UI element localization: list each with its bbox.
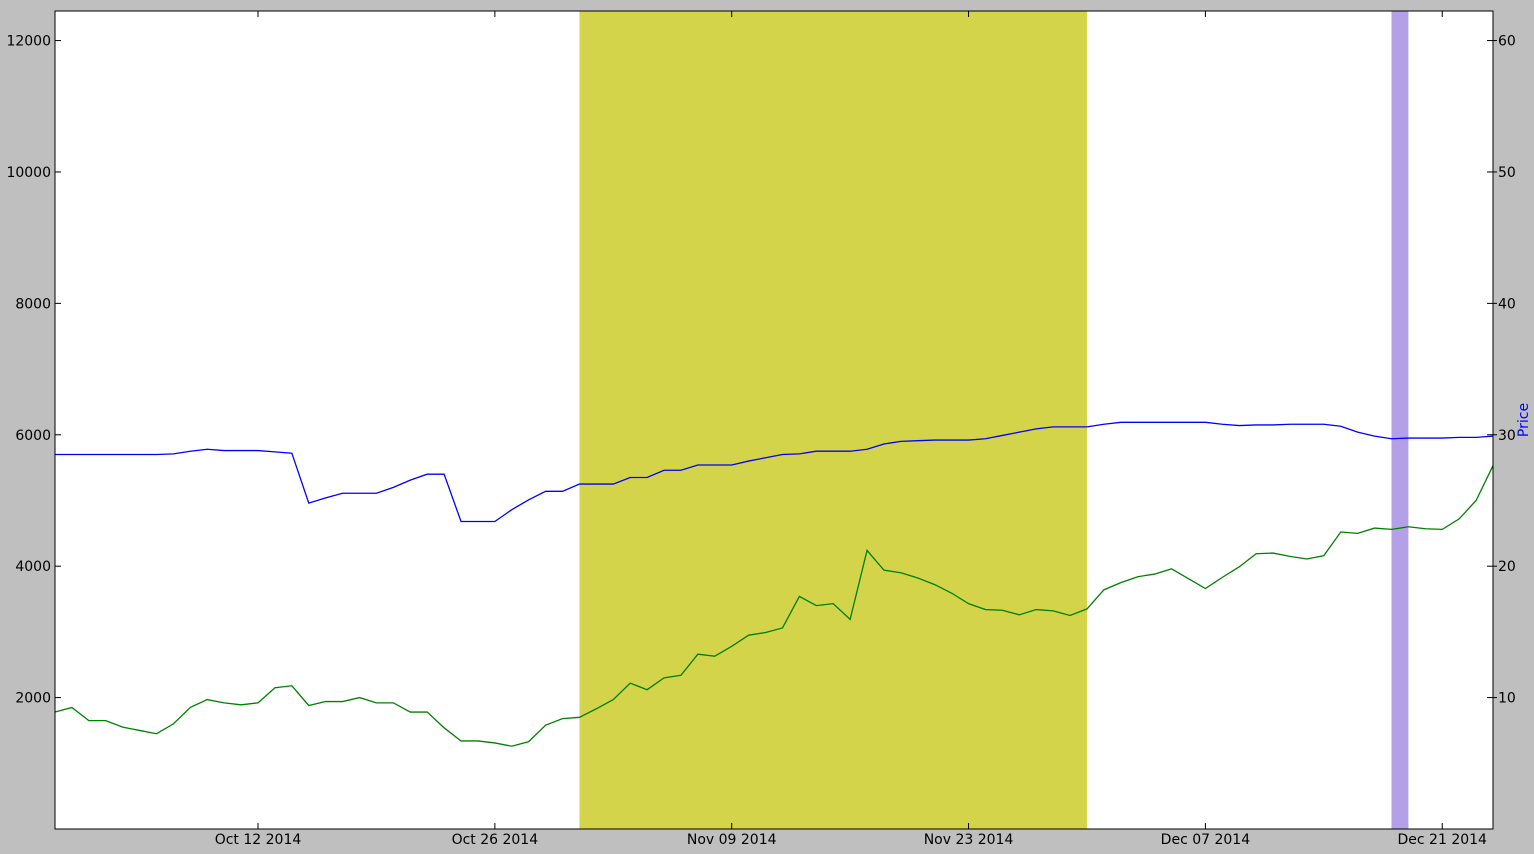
x-tick-label: Dec 07 2014 bbox=[1161, 832, 1251, 848]
right-tick-label: 30 bbox=[1498, 428, 1516, 444]
shaded-region-0 bbox=[579, 11, 1087, 829]
right-tick-label: 10 bbox=[1498, 691, 1516, 707]
left-axis: 2000 4000 6000 8000 10000 12000 bbox=[6, 34, 1493, 707]
series-line-1 bbox=[54, 465, 1494, 747]
plot-frame bbox=[54, 10, 1494, 830]
right-tick-label: 60 bbox=[1498, 34, 1516, 50]
x-tick-label: Oct 26 2014 bbox=[452, 832, 539, 848]
x-tick-label: Dec 21 2014 bbox=[1398, 832, 1488, 848]
left-tick-label: 6000 bbox=[15, 428, 51, 444]
x-axis: Oct 12 2014 Oct 26 2014 Nov 09 2014 Nov 23 … bbox=[215, 11, 1487, 848]
left-tick-label: 8000 bbox=[15, 296, 51, 312]
left-tick-label: 10000 bbox=[6, 165, 51, 181]
series-line-0 bbox=[55, 421, 1494, 523]
left-tick-label: 2000 bbox=[15, 691, 51, 707]
right-axis-label: Price bbox=[1516, 403, 1532, 437]
x-tick-label: Nov 09 2014 bbox=[687, 832, 777, 848]
x-tick-label: Oct 12 2014 bbox=[215, 832, 302, 848]
shaded-regions bbox=[579, 11, 1409, 829]
right-axis: 10 20 30 40 50 60 bbox=[1493, 34, 1516, 707]
right-tick-label: 40 bbox=[1498, 296, 1516, 312]
x-tick-label: Nov 23 2014 bbox=[924, 832, 1014, 848]
right-tick-label: 20 bbox=[1498, 559, 1516, 575]
series-lines bbox=[54, 421, 1494, 747]
left-tick-label: 4000 bbox=[15, 559, 51, 575]
shaded-region-1 bbox=[1391, 11, 1409, 829]
right-tick-label: 50 bbox=[1498, 165, 1516, 181]
left-tick-label: 12000 bbox=[6, 34, 51, 50]
